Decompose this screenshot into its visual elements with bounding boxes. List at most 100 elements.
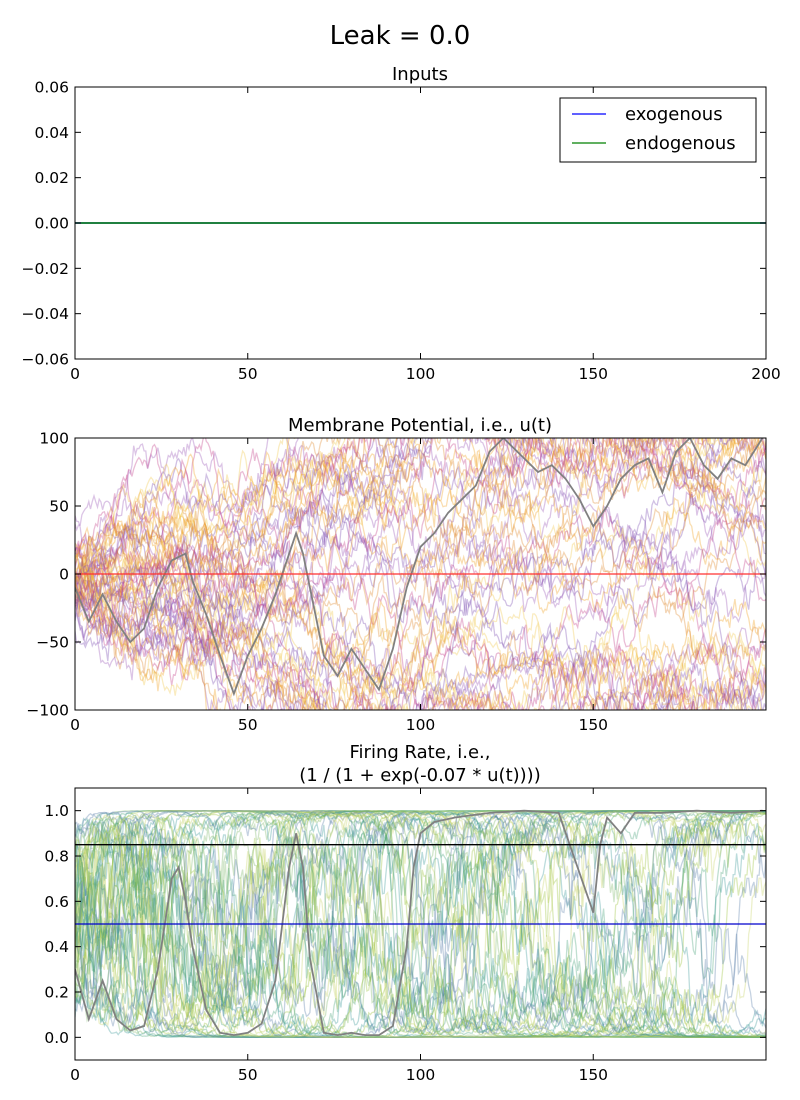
trace-line xyxy=(75,438,731,590)
trace-line xyxy=(75,438,733,574)
trace-line xyxy=(75,438,743,586)
trace-line xyxy=(75,810,766,1023)
trace-line xyxy=(75,821,766,1038)
highlight-trace xyxy=(75,809,763,1037)
trace-line xyxy=(75,813,766,1038)
trace-line xyxy=(75,810,766,1031)
trace-line xyxy=(75,819,766,1038)
trace-line xyxy=(75,580,766,710)
trace-line xyxy=(75,560,750,710)
trace-line xyxy=(75,815,766,1038)
y-tick-label: 0.04 xyxy=(34,124,69,142)
trace-line xyxy=(75,810,766,960)
inputs-panel: Inputs 0 50 100 150 200 −0.06 −0.04 −0.02 0.00 0.… xyxy=(22,64,781,383)
trace-line xyxy=(75,543,766,710)
trace-line xyxy=(75,843,766,1038)
trace-line xyxy=(75,835,766,1038)
x-tick-label: 150 xyxy=(578,716,608,734)
trace-line xyxy=(75,579,766,710)
trace-line xyxy=(75,490,766,708)
trace-line xyxy=(75,810,766,1038)
trace-line xyxy=(75,810,766,1035)
membrane-title: Membrane Potential, i.e., u(t) xyxy=(288,415,552,436)
x-tick-label: 0 xyxy=(70,1066,80,1084)
trace-line xyxy=(75,500,766,664)
trace-line xyxy=(75,438,760,622)
x-tick-label: 50 xyxy=(238,365,258,383)
trace-line xyxy=(75,519,762,710)
trace-line xyxy=(75,906,766,1038)
trace-line xyxy=(75,831,766,1038)
y-tick-label: −0.02 xyxy=(22,260,70,278)
trace-line xyxy=(75,473,766,673)
trace-line xyxy=(75,567,766,710)
legend-label-exogenous: exogenous xyxy=(625,104,723,125)
y-tick-label: −0.06 xyxy=(22,351,70,369)
highlight-trace xyxy=(75,438,764,697)
trace-line xyxy=(75,810,766,971)
trace-line xyxy=(75,575,766,710)
trace-line xyxy=(75,461,766,661)
trace-line xyxy=(75,810,766,1036)
trace-line xyxy=(75,534,698,710)
trace-line xyxy=(75,850,766,1038)
y-tick-label: 0.8 xyxy=(44,848,69,866)
trace-line xyxy=(75,438,754,652)
trace-line xyxy=(75,438,760,591)
trace-line xyxy=(75,822,766,1038)
trace-line xyxy=(75,811,766,1035)
trace-line xyxy=(75,438,766,564)
trace-line xyxy=(75,817,766,1038)
x-tick-label: 50 xyxy=(238,1066,258,1084)
x-tick-label: 150 xyxy=(578,365,608,383)
membrane-plot-area xyxy=(75,438,766,710)
trace-line xyxy=(75,812,766,1038)
trace-line xyxy=(75,438,766,588)
trace-line xyxy=(75,513,766,681)
firing-axes-frame xyxy=(74,787,767,1061)
trace-line xyxy=(75,810,766,1038)
inputs-title: Inputs xyxy=(392,64,448,85)
y-tick-label: 1.0 xyxy=(44,802,69,820)
trace-line xyxy=(75,853,766,1038)
firing-plot-area xyxy=(75,809,766,1038)
x-tick-label: 0 xyxy=(70,716,80,734)
x-tick-label: 0 xyxy=(70,365,80,383)
y-tick-label: −0.04 xyxy=(22,305,70,323)
trace-line xyxy=(75,870,766,1038)
y-tick-label: 0.4 xyxy=(44,938,69,956)
y-tick-label: 0.00 xyxy=(34,215,69,233)
trace-line xyxy=(75,810,766,1038)
trace-line xyxy=(75,834,766,1038)
trace-line xyxy=(75,810,766,862)
trace-line xyxy=(75,810,766,1029)
trace-line xyxy=(75,810,766,1026)
trace-line xyxy=(75,438,766,587)
trace-line xyxy=(75,537,723,710)
trace-line xyxy=(75,438,766,578)
trace-line xyxy=(75,811,766,1038)
y-tick-label: −50 xyxy=(36,634,69,652)
trace-line xyxy=(75,544,766,710)
inputs-axes-frame xyxy=(74,86,767,360)
trace-line xyxy=(75,810,766,1035)
trace-line xyxy=(75,810,766,1036)
trace-line xyxy=(75,810,766,1038)
x-tick-label: 200 xyxy=(751,365,781,383)
trace-line xyxy=(75,810,766,978)
y-tick-label: 50 xyxy=(49,498,69,516)
trace-line xyxy=(75,558,766,699)
trace-line xyxy=(75,810,766,1030)
trace-line xyxy=(75,810,766,971)
trace-line xyxy=(75,812,766,1036)
trace-line xyxy=(75,438,766,602)
trace-line xyxy=(75,810,766,1038)
legend-label-endogenous: endogenous xyxy=(625,133,736,154)
trace-line xyxy=(75,438,766,612)
trace-line xyxy=(75,438,766,584)
trace-line xyxy=(75,438,736,599)
trace-line xyxy=(75,895,766,1038)
trace-line xyxy=(75,525,760,710)
trace-line xyxy=(75,466,766,710)
